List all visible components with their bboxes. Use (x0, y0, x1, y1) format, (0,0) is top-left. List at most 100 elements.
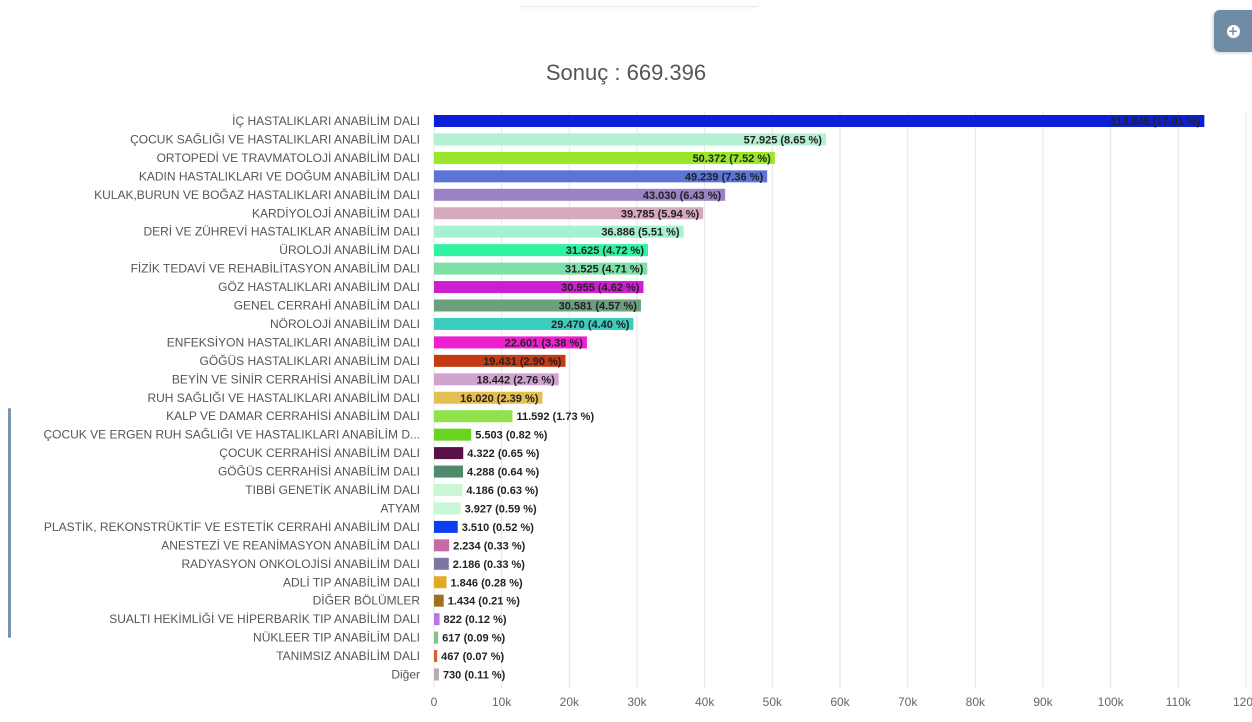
x-tick-label: 80k (966, 695, 986, 709)
x-tick-label: 100k (1098, 695, 1125, 709)
value-label: 30.955 (4.62 %) (561, 282, 640, 294)
x-tick-label: 30k (627, 695, 647, 709)
plus-icon: + (1226, 23, 1240, 38)
category-label: DERİ VE ZÜHREVİ HASTALIKLAR ANABİLİM DAL… (143, 225, 420, 239)
bar (434, 557, 449, 570)
bar (434, 447, 464, 460)
value-label: 1.846 (0.28 %) (450, 577, 522, 589)
value-label: 3.927 (0.59 %) (465, 503, 537, 515)
category-label: KULAK,BURUN VE BOĞAZ HASTALIKLARI ANABİL… (94, 187, 420, 202)
category-label: NÜKLEER TIP ANABİLİM DALI (253, 631, 420, 645)
bar (434, 354, 566, 367)
category-label: TANIMSIZ ANABİLİM DALI (276, 649, 420, 663)
category-label: ANESTEZİ VE REANİMASYON ANABİLİM DALI (161, 538, 420, 552)
x-tick-label: 90k (1033, 695, 1053, 709)
bar (434, 336, 587, 349)
bar (434, 576, 447, 589)
x-tick-label: 0 (431, 695, 438, 709)
bar (434, 188, 726, 201)
value-label: 18.442 (2.76 %) (477, 374, 556, 386)
category-label: GÖĞÜS HASTALIKLARI ANABİLİM DALI (199, 353, 420, 368)
category-label: KADIN HASTALIKLARI VE DOĞUM ANABİLİM DAL… (139, 168, 420, 183)
category-label: BEYİN VE SİNİR CERRAHİSİ ANABİLİM DALI (172, 372, 420, 386)
expand-button[interactable]: + (1214, 10, 1252, 52)
value-label: 31.525 (4.71 %) (565, 264, 644, 276)
bar (434, 244, 648, 257)
bar (434, 668, 439, 681)
value-label: 822 (0.12 %) (444, 614, 507, 626)
value-label: 49.239 (7.36 %) (685, 171, 764, 183)
category-label: ÇOCUK SAĞLIĞI VE HASTALIKLARI ANABİLİM D… (130, 131, 420, 146)
category-label: Diğer (391, 668, 420, 682)
category-label: NÖROLOJİ ANABİLİM DALI (270, 317, 420, 331)
value-label: 5.503 (0.82 %) (475, 430, 547, 442)
category-label: ENFEKSİYON HASTALIKLARI ANABİLİM DALI (167, 335, 420, 349)
category-label: KARDİYOLOJİ ANABİLİM DALI (252, 206, 420, 220)
bar (434, 262, 648, 275)
category-label: ORTOPEDİ VE TRAVMATOLOJİ ANABİLİM DALI (157, 151, 420, 165)
bar (434, 299, 641, 312)
category-label: KALP VE DAMAR CERRAHİSİ ANABİLİM DALI (166, 409, 420, 423)
bar (434, 317, 634, 330)
bar (434, 281, 644, 294)
bar (434, 428, 472, 441)
x-tick-label: 70k (898, 695, 918, 709)
value-label: 4.322 (0.65 %) (467, 448, 539, 460)
category-label: ÇOCUK CERRAHİSİ ANABİLİM DALI (219, 446, 420, 460)
value-label: 4.288 (0.64 %) (467, 467, 539, 479)
bar (434, 484, 463, 496)
value-label: 39.785 (5.94 %) (621, 208, 700, 220)
chart-title: Sonuç : 669.396 (545, 60, 707, 85)
bar (434, 225, 684, 238)
category-label: RADYASYON ONKOLOJİSİ ANABİLİM DALI (181, 557, 420, 571)
value-label: 2.186 (0.33 %) (453, 559, 525, 571)
value-label: 43.030 (6.43 %) (643, 190, 722, 202)
bar (434, 594, 444, 607)
bar (434, 465, 464, 478)
bar (434, 539, 450, 552)
value-label: 57.925 (8.65 %) (744, 134, 823, 146)
value-label: 11.592 (1.73 %) (516, 411, 594, 423)
bar (434, 133, 826, 146)
x-tick-label: 10k (492, 695, 512, 709)
value-label: 30.581 (4.57 %) (559, 301, 638, 313)
category-label: ADLİ TIP ANABİLİM DALI (283, 575, 420, 589)
value-label: 730 (0.11 %) (443, 670, 506, 682)
bar (434, 613, 440, 626)
category-label: SUALTI HEKİMLİĞİ VE HİPERBARİK TIP ANABİ… (109, 611, 420, 626)
side-panel-handle[interactable] (8, 408, 11, 638)
category-label: FİZİK TEDAVİ VE REHABİLİTASYON ANABİLİM … (131, 262, 420, 276)
top-tab (520, 0, 758, 7)
bar (434, 631, 439, 644)
category-label: RUH SAĞLIĞI VE HASTALIKLARI ANABİLİM DAL… (147, 390, 420, 405)
category-label: PLASTİK, REKONSTRÜKTİF VE ESTETİK CERRAH… (44, 520, 420, 534)
bar (434, 151, 775, 164)
category-label: TIBBİ GENETİK ANABİLİM DALI (245, 483, 420, 497)
x-tick-label: 20k (560, 695, 580, 709)
value-label: 22.601 (3.38 %) (505, 337, 584, 349)
value-label: 617 (0.09 %) (442, 633, 505, 645)
value-label: 36.886 (5.51 %) (601, 227, 680, 239)
value-label: 467 (0.07 %) (441, 651, 504, 663)
category-label: GÖĞÜS CERRAHİSİ ANABİLİM DALI (218, 464, 420, 479)
category-label: GENEL CERRAHİ ANABİLİM DALI (234, 299, 420, 313)
bar (434, 373, 559, 386)
value-label: 4.186 (0.63 %) (466, 485, 538, 497)
category-label: GÖZ HASTALIKLARI ANABİLİM DALI (218, 280, 420, 294)
value-label: 29.470 (4.40 %) (551, 319, 630, 331)
bar (434, 650, 438, 663)
bar (434, 520, 458, 533)
x-tick-label: 40k (695, 695, 715, 709)
bar (434, 391, 543, 404)
bar (434, 502, 461, 515)
category-label: ATYAM (380, 501, 420, 515)
value-label: 16.020 (2.39 %) (460, 393, 539, 405)
bar (434, 207, 704, 220)
category-label: ÇOCUK VE ERGEN RUH SAĞLIĞI VE HASTALIKLA… (43, 427, 420, 442)
value-label: 50.372 (7.52 %) (693, 153, 772, 165)
x-tick-label: 120k (1233, 695, 1252, 709)
value-label: 19.431 (2.90 %) (483, 356, 562, 368)
x-tick-label: 50k (763, 695, 783, 709)
x-tick-label: 110k (1166, 695, 1192, 709)
